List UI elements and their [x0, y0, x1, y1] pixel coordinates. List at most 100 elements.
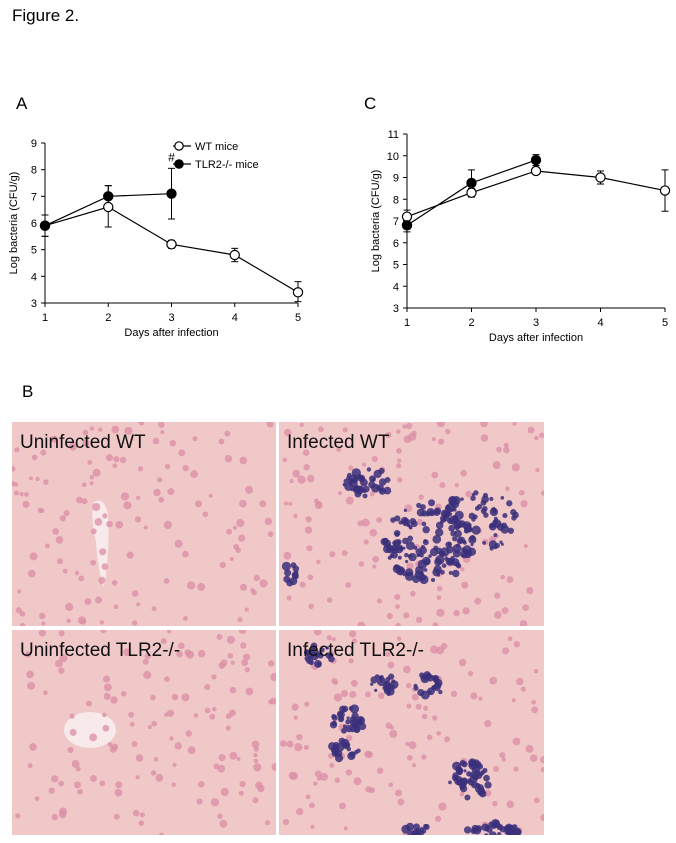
cell-nucleus: [239, 456, 248, 465]
cell-nucleus: [506, 800, 515, 809]
bacteria-cluster: [404, 552, 409, 558]
cell-nucleus: [423, 705, 429, 711]
bacteria-cluster: [445, 541, 452, 548]
bacteria-cluster: [507, 527, 515, 534]
cell-nucleus: [26, 670, 34, 679]
cell-nucleus: [89, 733, 98, 742]
cell-nucleus: [436, 595, 442, 600]
y-axis-label: Log bacteria (CFU/g): [8, 172, 20, 275]
x-tick-label: 3: [533, 317, 539, 329]
bacteria-cluster: [493, 533, 498, 538]
cell-nucleus: [52, 528, 60, 535]
cell-nucleus: [365, 786, 372, 793]
cell-nucleus: [415, 703, 422, 710]
cell-nucleus: [160, 430, 165, 435]
cell-nucleus: [296, 733, 303, 741]
cell-nucleus: [438, 802, 447, 811]
cell-nucleus: [454, 483, 459, 488]
cell-nucleus: [138, 422, 145, 426]
cell-nucleus: [511, 698, 516, 703]
cell-nucleus: [73, 781, 82, 789]
cell-nucleus: [164, 676, 170, 683]
bacteria-cluster: [438, 689, 443, 695]
cell-nucleus: [351, 638, 358, 644]
cell-nucleus: [292, 469, 301, 478]
cell-nucleus: [131, 590, 139, 597]
bacteria-cluster: [404, 559, 409, 564]
cell-nucleus: [239, 780, 246, 788]
cell-nucleus: [186, 581, 196, 590]
bacteria-cluster: [459, 784, 466, 790]
bacteria-cluster: [472, 759, 480, 767]
bacteria-cluster: [434, 507, 442, 515]
cell-nucleus: [502, 647, 510, 655]
micrograph-infected-wt: Infected WT: [279, 422, 544, 626]
cell-nucleus: [396, 463, 402, 469]
cell-nucleus: [220, 787, 229, 797]
bacteria-cluster: [448, 570, 453, 575]
bacteria-cluster: [470, 495, 476, 501]
cell-nucleus: [14, 447, 20, 453]
bacteria-cluster: [473, 490, 479, 496]
cell-nucleus: [512, 737, 521, 746]
cell-nucleus: [111, 425, 120, 434]
bacteria-cluster: [420, 504, 426, 511]
cell-nucleus: [432, 715, 438, 721]
bacteria-cluster: [409, 526, 413, 530]
cell-nucleus: [55, 536, 64, 544]
cell-nucleus: [84, 598, 92, 606]
bacteria-cluster: [447, 560, 452, 565]
bacteria-cluster: [408, 552, 417, 562]
cell-nucleus: [178, 642, 185, 650]
cell-nucleus: [110, 696, 118, 704]
cell-nucleus: [187, 746, 196, 755]
cell-nucleus: [494, 592, 501, 599]
bacteria-cluster: [489, 496, 494, 502]
bacteria-cluster: [423, 823, 430, 830]
cell-nucleus: [307, 574, 314, 581]
cell-nucleus: [339, 802, 346, 810]
cell-nucleus: [204, 707, 211, 714]
cell-nucleus: [90, 775, 97, 782]
bacteria-cluster: [343, 478, 348, 484]
cell-nucleus: [129, 721, 135, 727]
cell-nucleus: [164, 712, 169, 717]
bacteria-cluster: [392, 540, 397, 546]
cell-nucleus: [264, 820, 271, 826]
cell-nucleus: [232, 525, 237, 530]
cell-nucleus: [494, 611, 502, 619]
cell-nucleus: [197, 649, 206, 658]
cell-nucleus: [68, 442, 77, 451]
cell-nucleus: [389, 729, 398, 738]
bacteria-cluster: [456, 543, 460, 548]
cell-nucleus: [174, 742, 182, 750]
bacteria-cluster: [468, 535, 477, 544]
cell-nucleus: [123, 648, 132, 657]
cell-nucleus: [15, 607, 22, 614]
data-point-open: [401, 211, 413, 222]
cell-nucleus: [436, 422, 445, 428]
bacteria-cluster: [432, 568, 441, 577]
cell-nucleus: [529, 754, 538, 763]
bacteria-cluster: [460, 497, 464, 501]
cell-nucleus: [174, 539, 183, 548]
bacteria-cluster: [316, 661, 322, 667]
cell-nucleus: [505, 486, 510, 492]
bacteria-cluster: [428, 554, 432, 558]
bacteria-cluster: [439, 515, 446, 522]
y-tick-label: 8: [31, 165, 37, 177]
cell-nucleus: [480, 434, 489, 442]
bacteria-cluster: [502, 513, 508, 519]
cell-nucleus: [51, 775, 59, 783]
bacteria-cluster: [448, 524, 455, 532]
cell-nucleus: [436, 608, 445, 617]
cell-nucleus: [253, 763, 262, 772]
bacteria-cluster: [345, 724, 354, 733]
cell-nucleus: [326, 597, 333, 603]
bacteria-cluster: [454, 529, 462, 538]
cell-nucleus: [525, 744, 534, 753]
bacteria-cluster: [426, 674, 434, 682]
cell-nucleus: [406, 562, 414, 570]
series-line-1: [44, 206, 299, 293]
bacteria-cluster: [463, 539, 467, 544]
